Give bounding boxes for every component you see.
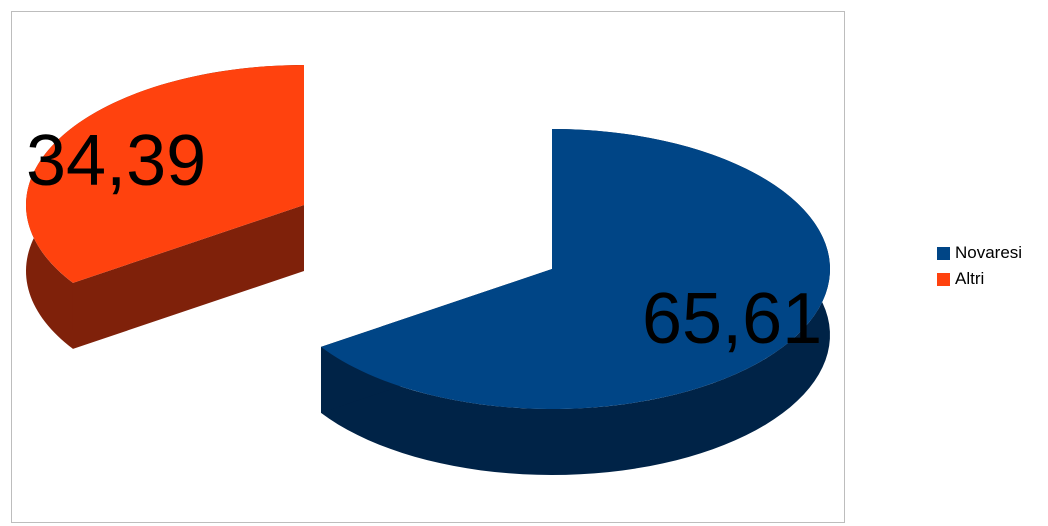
legend-label-altri: Altri xyxy=(955,269,985,288)
legend-swatch-novaresi xyxy=(937,246,950,260)
legend-item-altri: Altri xyxy=(937,266,1022,292)
slice-altri xyxy=(26,65,305,283)
chart-frame xyxy=(11,11,845,523)
legend-swatch-altri xyxy=(937,272,950,286)
legend-item-novaresi: Novaresi xyxy=(937,240,1022,266)
legend-label-novaresi: Novaresi xyxy=(955,243,1023,262)
slice-altri-cut-face-0 xyxy=(72,205,304,349)
data-label-altri: 34,39 xyxy=(26,121,206,201)
data-label-novaresi: 65,61 xyxy=(642,279,822,359)
slice-novaresi xyxy=(320,129,831,410)
legend: Novaresi Altri xyxy=(937,240,1022,292)
